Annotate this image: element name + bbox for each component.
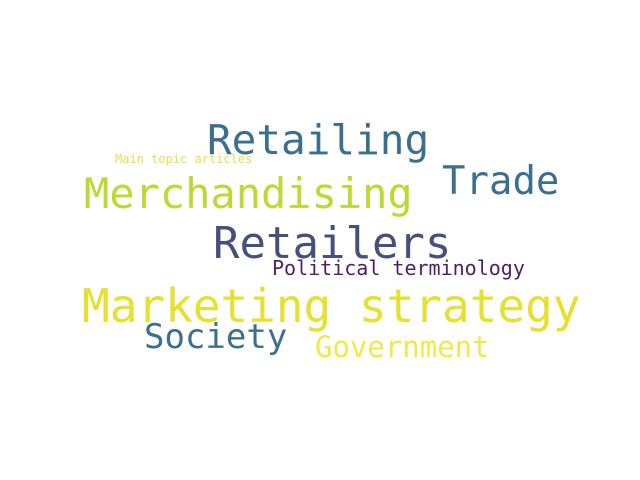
word-retailers: Retailers [213,218,452,269]
word-society: Society [144,317,288,357]
word-main-topic-articles: Main topic articles [115,152,253,166]
word-political-terminology: Political terminology [272,256,525,280]
word-retailing: Retailing [207,116,430,164]
word-marketing-strategy: Marketing strategy [82,279,581,333]
word-trade: Trade [442,159,560,204]
word-merchandising: Merchandising [84,169,413,218]
word-government: Government [315,330,490,364]
